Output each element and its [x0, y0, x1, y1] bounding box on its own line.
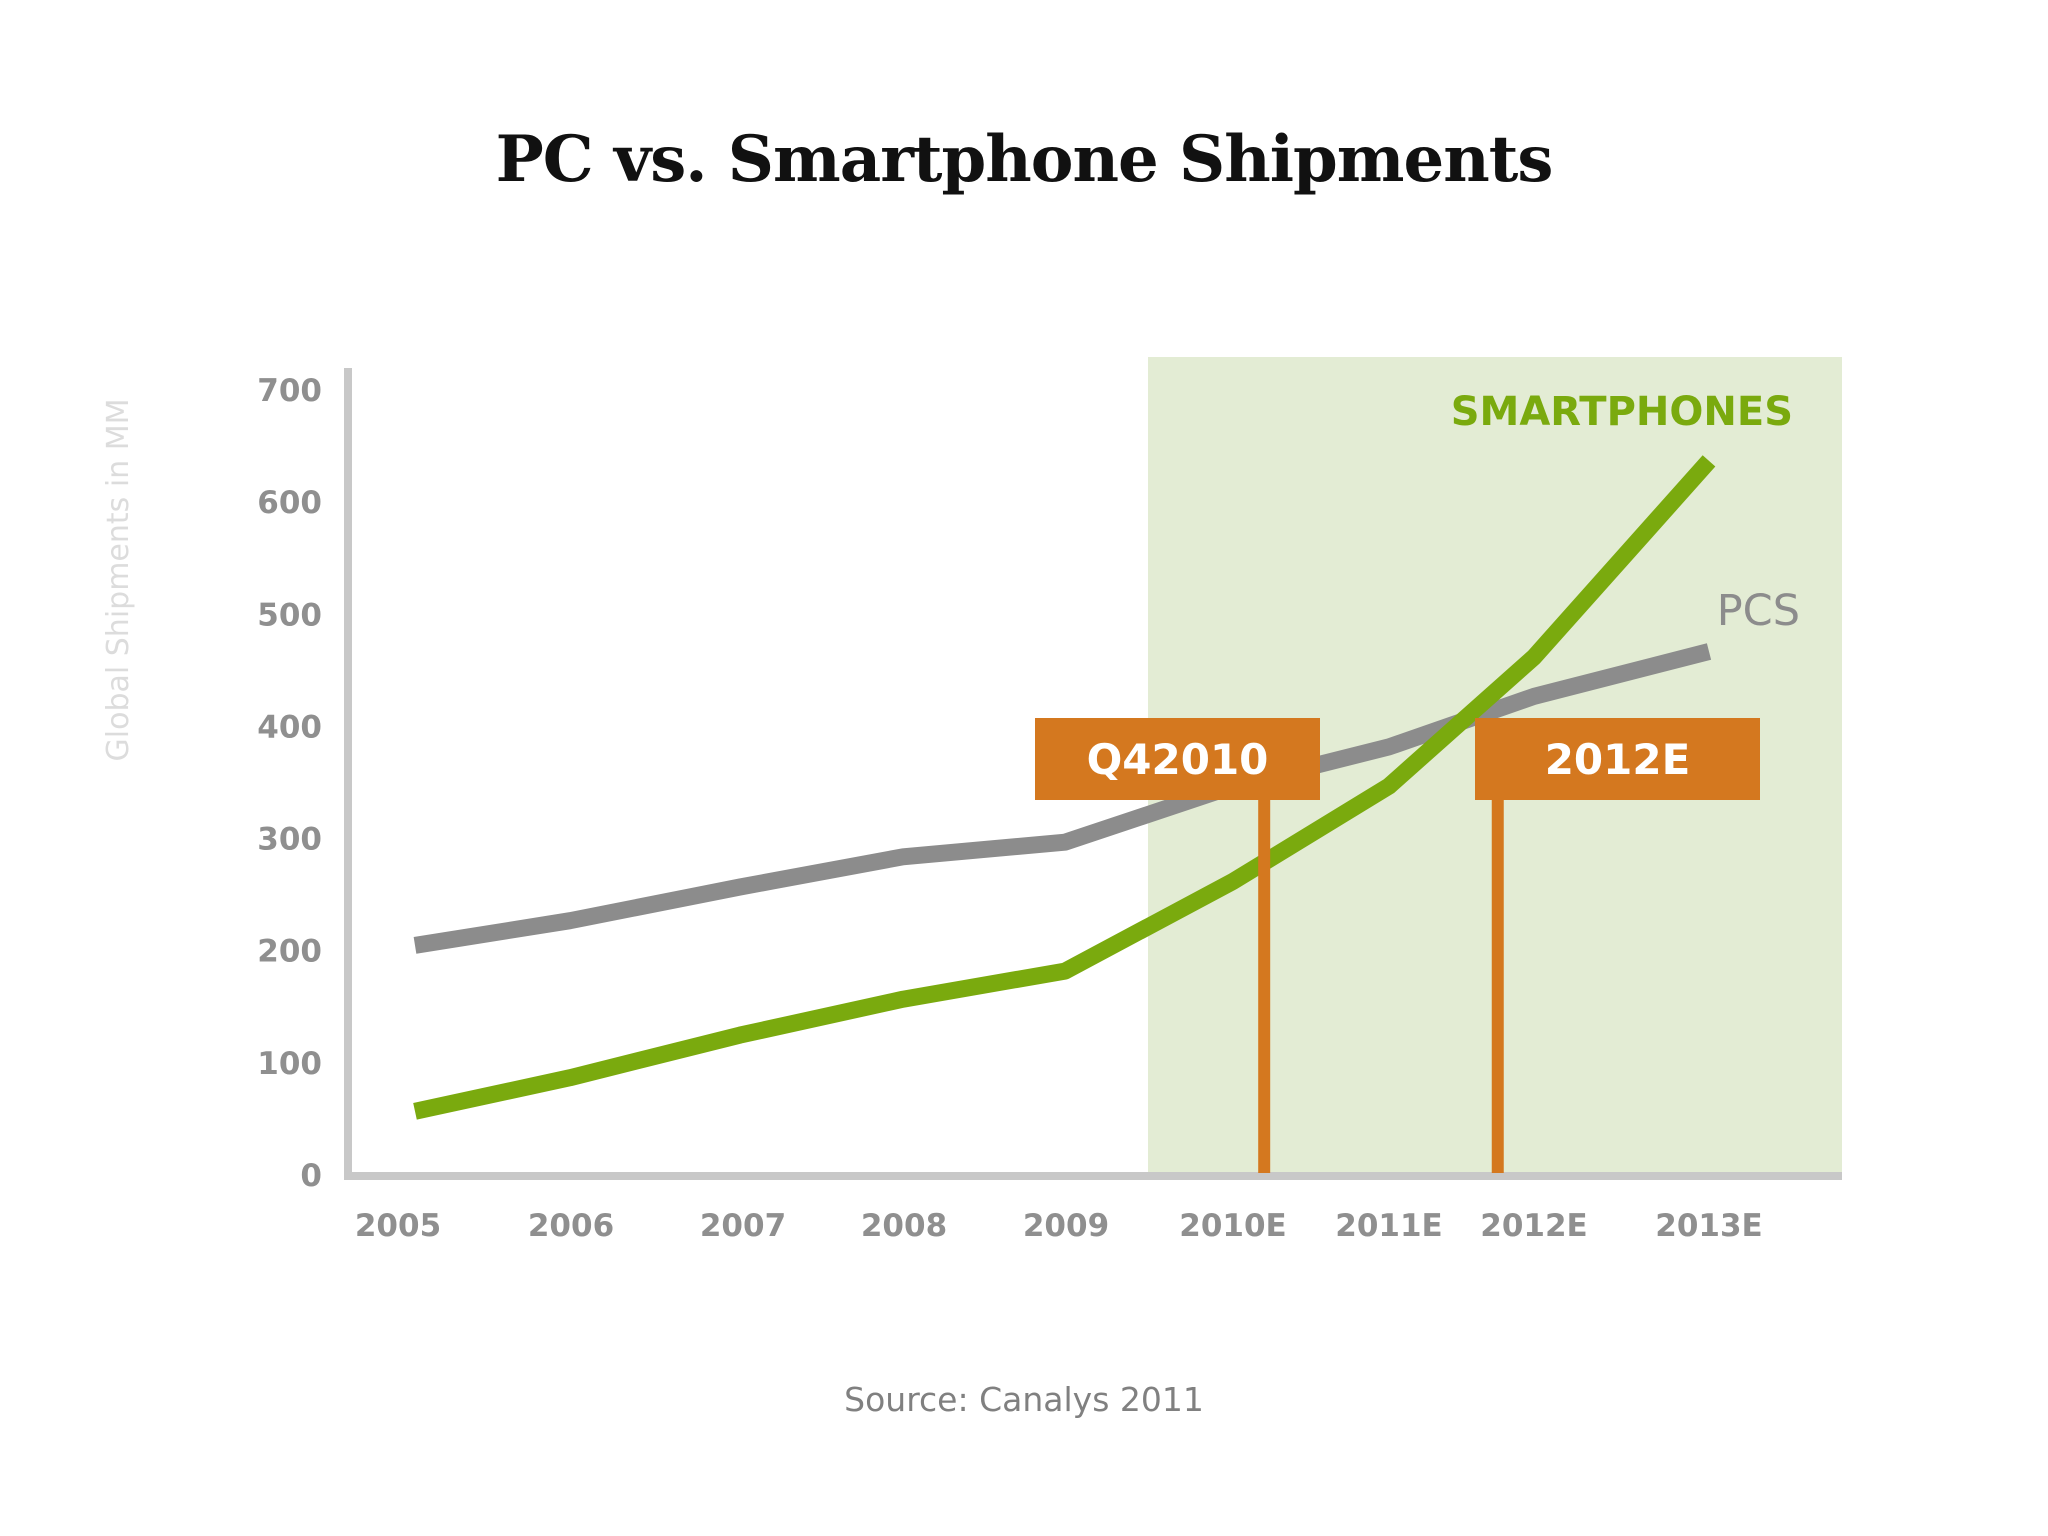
- marker-label: 2012E: [1545, 735, 1691, 784]
- x-tick-label: 2013E: [1655, 1208, 1762, 1244]
- marker-box: [1475, 718, 1760, 800]
- y-tick-label: 700: [257, 373, 322, 409]
- y-tick-label: 0: [300, 1158, 322, 1194]
- x-tick-label: 2012E: [1480, 1208, 1587, 1244]
- y-tick-label: 200: [257, 934, 322, 970]
- x-tick-label: 2010E: [1179, 1208, 1286, 1244]
- source-note: Source: Canalys 2011: [844, 1380, 1204, 1419]
- y-tick-label: 100: [257, 1046, 322, 1082]
- pcs-series-line: [413, 643, 1712, 954]
- marker-pole: [1491, 798, 1504, 1173]
- x-tick-label: 2005: [355, 1208, 441, 1244]
- marker-pole: [1258, 798, 1271, 1173]
- x-tick-label: 2006: [528, 1208, 614, 1244]
- x-tick-label: 2008: [861, 1208, 947, 1244]
- y-tick-label: 600: [257, 485, 322, 521]
- x-tick-label: 2007: [700, 1208, 786, 1244]
- x-tick-label: 2009: [1023, 1208, 1109, 1244]
- pcs-series-label: PCS: [1717, 586, 1800, 636]
- y-tick-label: 400: [257, 709, 322, 745]
- y-tick-label: 300: [257, 822, 322, 858]
- marker-box: [1035, 718, 1320, 800]
- page-title: PC vs. Smartphone Shipments: [495, 122, 1554, 197]
- y-tick-label: 500: [257, 597, 322, 633]
- marker-label: Q42010: [1087, 735, 1269, 784]
- smartphones-series-line: [413, 455, 1716, 1120]
- x-tick-label: 2011E: [1335, 1208, 1442, 1244]
- y-axis-label: Global Shipments in MM: [101, 399, 136, 762]
- smartphones-series-label: SMARTPHONES: [1451, 389, 1793, 435]
